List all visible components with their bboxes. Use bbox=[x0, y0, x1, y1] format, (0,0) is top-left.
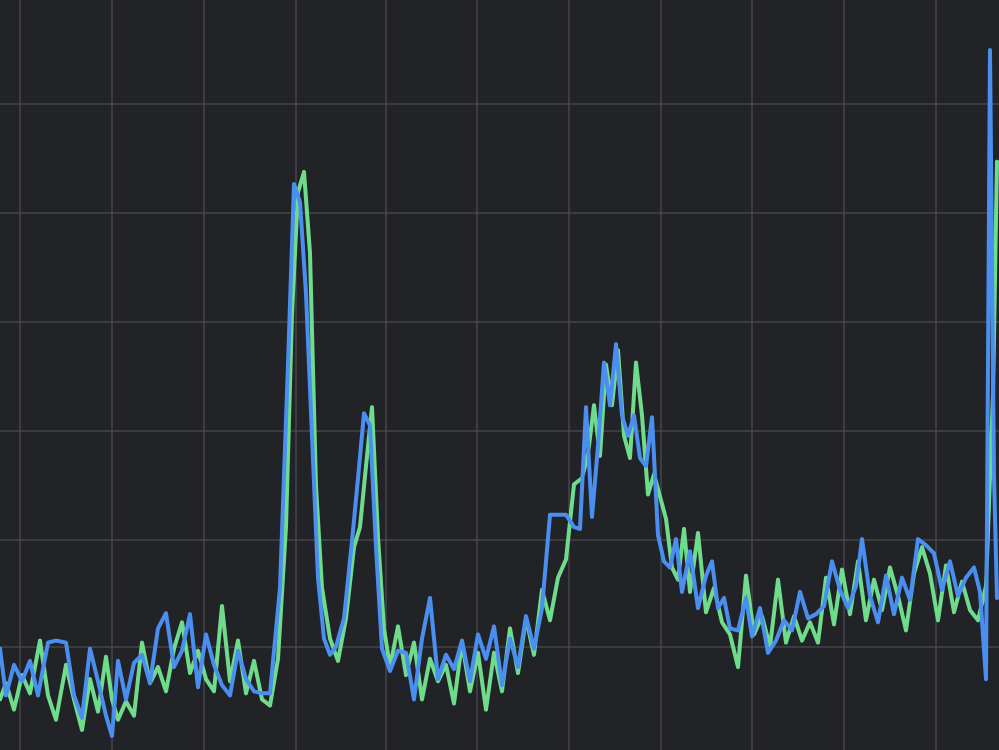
series-group bbox=[0, 48, 999, 738]
series-line-1 bbox=[0, 48, 999, 738]
